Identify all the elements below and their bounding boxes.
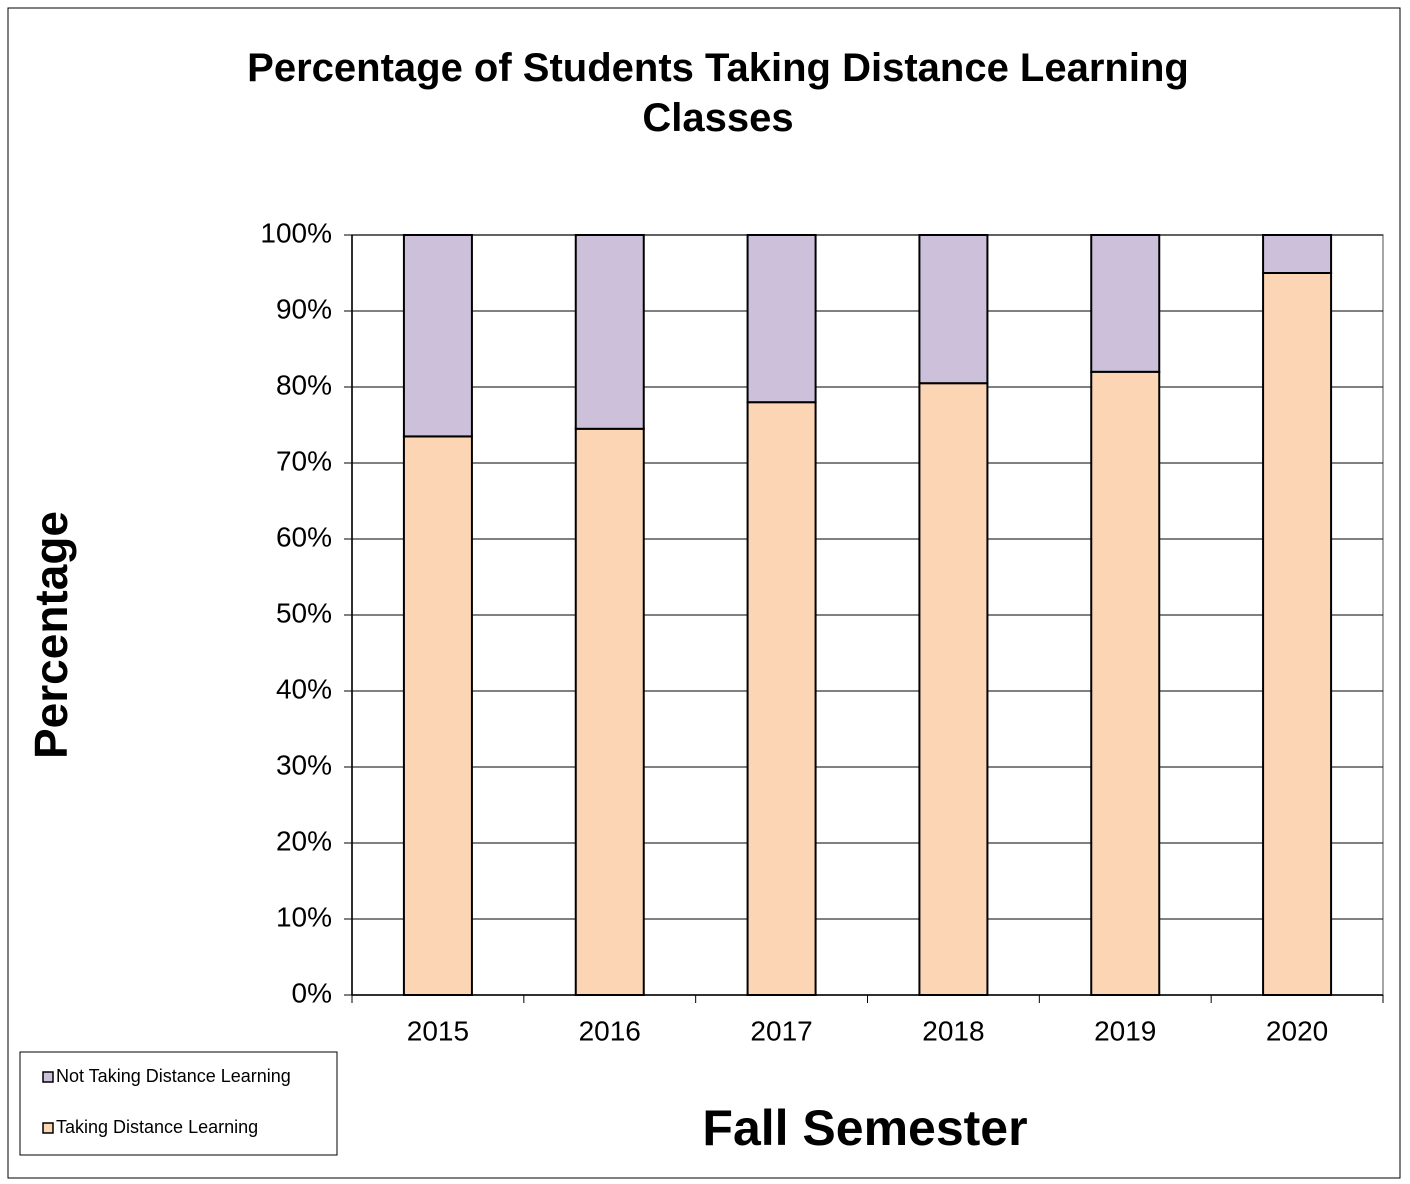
legend-box — [19, 1051, 338, 1156]
x-tick-label: 2018 — [922, 1015, 984, 1046]
legend-swatch — [42, 1122, 54, 1134]
legend-label: Not Taking Distance Learning — [56, 1066, 291, 1086]
y-tick-label: 40% — [276, 673, 332, 704]
bar-segment — [574, 234, 645, 430]
bar-segment — [1090, 370, 1161, 996]
y-tick-label: 0% — [292, 977, 332, 1008]
bar-segment — [402, 234, 473, 438]
x-tick-label: 2017 — [750, 1015, 812, 1046]
legend-label: Taking Distance Learning — [56, 1117, 258, 1137]
y-tick-label: 100% — [260, 217, 332, 248]
bar-segment — [574, 427, 645, 996]
y-axis-title: Percentage — [25, 511, 77, 759]
y-tick-label: 50% — [276, 597, 332, 628]
bar-segment — [746, 234, 817, 404]
x-tick-label: 2015 — [407, 1015, 469, 1046]
bar-segment — [1090, 234, 1161, 373]
y-tick-label: 70% — [276, 445, 332, 476]
y-tick-label: 20% — [276, 825, 332, 856]
y-tick-label: 10% — [276, 901, 332, 932]
x-tick-label: 2016 — [579, 1015, 641, 1046]
bar-segment — [1262, 272, 1333, 996]
chart-title: Percentage of Students Taking Distance L… — [247, 46, 1189, 140]
y-tick-label: 80% — [276, 369, 332, 400]
x-axis-title: Fall Semester — [702, 1100, 1027, 1156]
x-tick-label: 2020 — [1266, 1015, 1328, 1046]
y-tick-label: 60% — [276, 521, 332, 552]
y-tick-label: 90% — [276, 293, 332, 324]
y-tick-label: 30% — [276, 749, 332, 780]
x-tick-label: 2019 — [1094, 1015, 1156, 1046]
bar-segment — [746, 401, 817, 996]
bar-segment — [1262, 234, 1333, 274]
bar-segment — [918, 234, 989, 385]
bar-segment — [402, 435, 473, 996]
legend-swatch — [42, 1071, 54, 1083]
bar-segment — [918, 382, 989, 996]
